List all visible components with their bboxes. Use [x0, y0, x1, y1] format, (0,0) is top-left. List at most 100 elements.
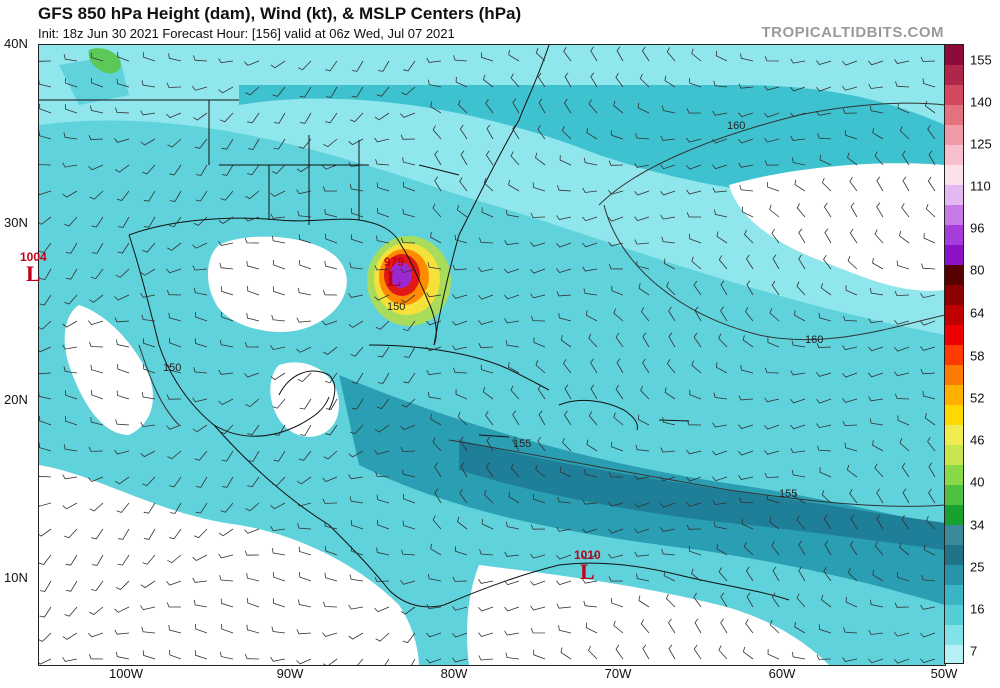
- wind-barb: [530, 524, 546, 530]
- wind-barb: [560, 647, 572, 660]
- wind-barb: [244, 342, 259, 348]
- wind-barb: [588, 645, 598, 660]
- wind-barb: [660, 135, 676, 141]
- wind-barb: [898, 230, 910, 244]
- wind-barb: [247, 285, 260, 296]
- wind-barb: [557, 185, 572, 192]
- wind-barb: [712, 138, 728, 144]
- wind-barb: [374, 606, 390, 613]
- wind-barb: [248, 450, 260, 462]
- wind-barb: [116, 339, 130, 348]
- wind-barb: [192, 397, 208, 403]
- wind-patch-green: [88, 48, 121, 74]
- state-lines: [39, 99, 460, 225]
- wind-barb: [718, 255, 728, 270]
- wind-barb: [843, 627, 858, 634]
- wind-barb: [868, 84, 884, 89]
- wind-barb: [712, 187, 728, 193]
- wind-barb: [739, 184, 754, 192]
- pressure-value: 1010: [574, 548, 601, 562]
- wind-barb: [351, 86, 364, 98]
- wind-speed-field: [39, 45, 945, 665]
- wind-barb: [874, 229, 884, 244]
- wind-barb: [920, 56, 936, 62]
- wind-barb: [740, 53, 754, 62]
- puerto-rico: [658, 419, 690, 422]
- wind-barb: [613, 308, 624, 322]
- wind-barb: [691, 360, 702, 374]
- wind-barb: [872, 569, 884, 582]
- wind-barb: [664, 75, 676, 88]
- wind-barb: [713, 392, 728, 400]
- wind-barb: [143, 528, 156, 540]
- wind-barb: [535, 48, 546, 62]
- wind-barb: [532, 182, 546, 192]
- wind-barb: [194, 287, 208, 296]
- wind-barb: [663, 570, 676, 582]
- wind-barb: [613, 412, 624, 426]
- wind-barb: [691, 256, 702, 270]
- wind-barb: [663, 258, 676, 270]
- wind-barb: [664, 387, 676, 400]
- wind-barb: [818, 312, 832, 322]
- wind-barb: [634, 162, 650, 168]
- wind-barb: [452, 294, 468, 299]
- wind-barb: [221, 311, 234, 322]
- wind-barb: [244, 238, 260, 244]
- wind-barb: [270, 190, 286, 197]
- wind-barb: [273, 138, 286, 150]
- wind-barb: [270, 60, 286, 69]
- wind-barb: [194, 138, 208, 149]
- wind-barb: [823, 514, 832, 530]
- wind-barb: [403, 493, 416, 504]
- wind-barb: [427, 262, 442, 270]
- wind-barb: [738, 450, 754, 456]
- wind-barb: [62, 632, 78, 640]
- wind-barb: [297, 523, 312, 530]
- color-scale-segment: [945, 365, 963, 386]
- wind-barb: [816, 398, 832, 404]
- wind-barb: [221, 623, 234, 634]
- wind-barb: [693, 592, 702, 608]
- wind-barb: [376, 235, 390, 244]
- wind-barb: [686, 501, 702, 507]
- wind-barb: [582, 187, 598, 193]
- map-panel[interactable]: 160 160 155 155 150 150: [38, 44, 946, 666]
- wind-barb: [504, 318, 520, 324]
- color-scale-segment: [945, 185, 963, 206]
- wind-barb: [584, 469, 598, 478]
- wind-barb: [452, 320, 468, 326]
- color-scale-label: 58: [970, 348, 985, 364]
- wind-barb: [535, 464, 546, 478]
- wind-barb: [426, 320, 442, 326]
- wind-barb: [583, 288, 598, 296]
- wind-barb: [556, 603, 572, 609]
- wind-barb: [298, 234, 312, 244]
- wind-barb: [348, 138, 364, 146]
- lat-label-40n: 40N: [4, 36, 28, 51]
- wind-barb: [39, 528, 52, 537]
- wind-barb: [716, 231, 728, 244]
- wind-barb: [114, 606, 130, 613]
- wind-barb: [323, 601, 338, 608]
- wind-barb: [743, 541, 754, 556]
- wind-barb: [349, 262, 364, 270]
- wind-barb: [928, 488, 936, 504]
- wind-barb: [844, 442, 858, 452]
- wind-barb: [486, 124, 494, 140]
- wind-barb: [374, 576, 390, 583]
- wind-barb: [322, 498, 338, 504]
- wind-barb: [453, 55, 468, 62]
- wind-barb: [608, 501, 624, 507]
- wind-barb: [582, 266, 598, 272]
- low-symbol: L: [26, 261, 41, 286]
- wind-barb: [351, 520, 364, 530]
- calm-mexico: [64, 305, 153, 435]
- wind-barb: [273, 572, 286, 582]
- wind-barb: [556, 268, 572, 273]
- wind-barb: [62, 344, 78, 350]
- wind-barb: [850, 202, 858, 218]
- wind-barb: [842, 372, 858, 378]
- wind-barb: [849, 176, 858, 192]
- low-symbol: L: [580, 559, 595, 584]
